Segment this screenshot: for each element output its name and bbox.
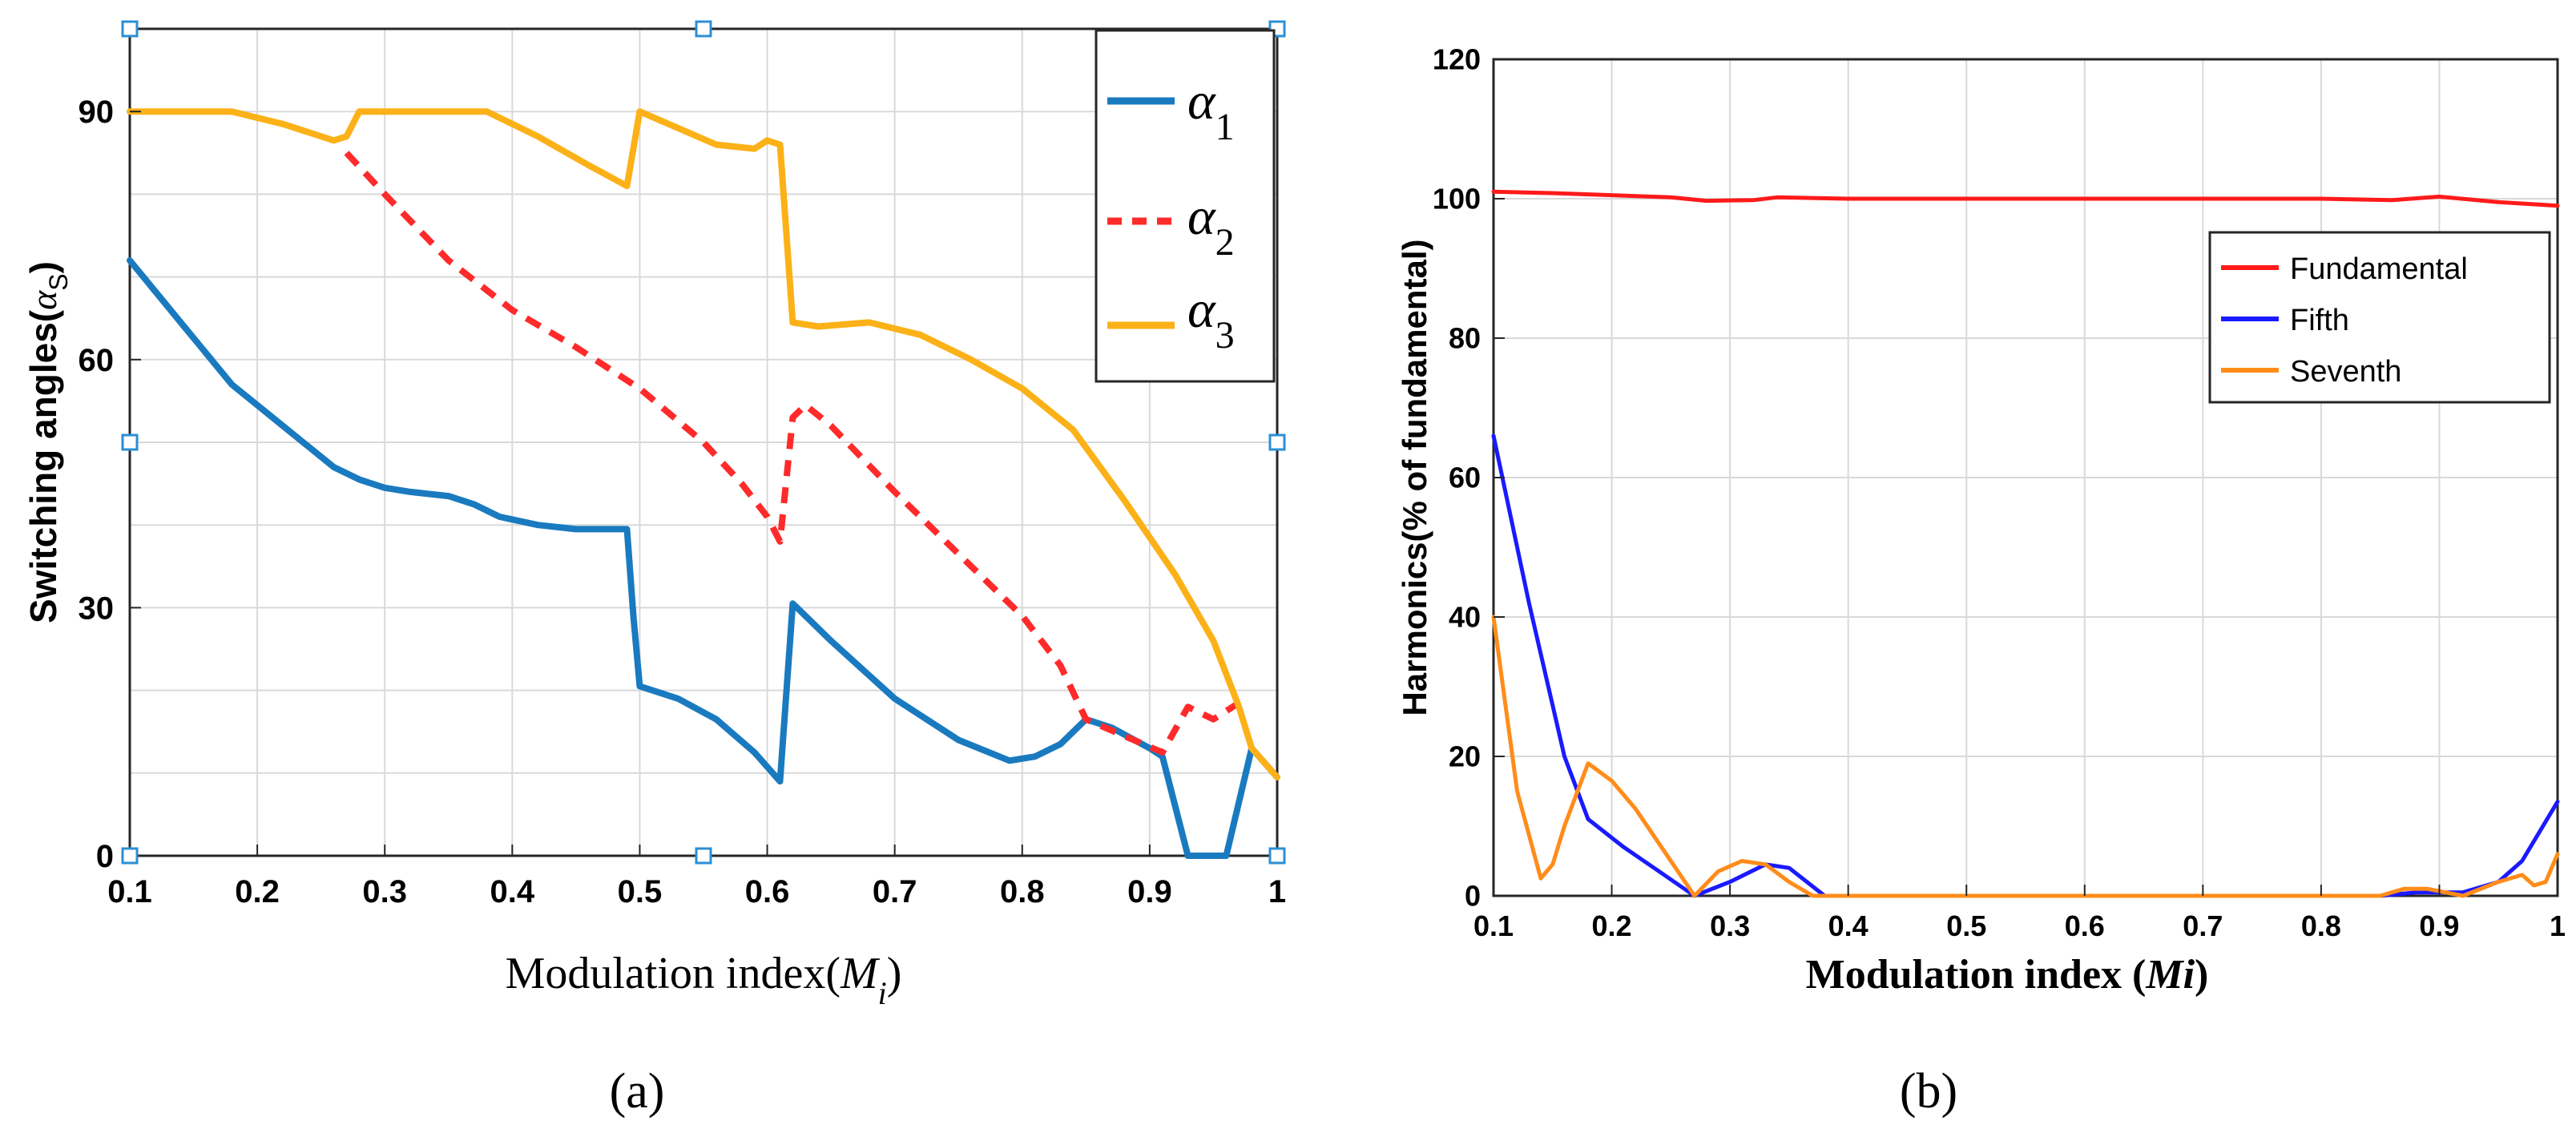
handle — [121, 20, 139, 38]
x-tick-label: 0.4 — [1828, 909, 1869, 942]
panel-a: 0.1 0.2 0.3 0.4 0.5 0.6 0.7 0.8 0.9 1 0 30 60 90 α1 … — [22, 20, 1286, 1119]
x-tick-label: 0.6 — [745, 874, 790, 909]
y-tick-label: 100 — [1433, 183, 1481, 216]
grid-b — [1494, 59, 2558, 896]
x-ticks-b: 0.1 0.2 0.3 0.4 0.5 0.6 0.7 0.8 0.9 1 — [1473, 885, 2566, 942]
y-ticks-a: 0 30 60 90 — [79, 95, 141, 874]
x-tick-label: 0.7 — [2183, 909, 2223, 942]
handle — [121, 433, 139, 451]
x-tick-label: 0.1 — [1473, 909, 1514, 942]
handle — [695, 847, 712, 865]
x-tick-label: 0.8 — [1000, 874, 1045, 909]
x-tick-label: 0.2 — [235, 874, 280, 909]
series-line-seventh — [1491, 615, 2560, 898]
x-tick-label: 0.9 — [1127, 874, 1172, 909]
y-ticks-b: 0 20 40 60 80 100 120 — [1433, 43, 1505, 913]
x-tick-label: 1 — [2550, 909, 2566, 942]
x-tick-label: 0.3 — [1710, 909, 1750, 942]
series-line-fundamental — [1491, 189, 2560, 208]
panel-b: 0.1 0.2 0.3 0.4 0.5 0.6 0.7 0.8 0.9 1 0 20 40 60 80 10… — [1396, 43, 2566, 1119]
y-tick-label: 20 — [1449, 740, 1481, 773]
x-tick-label: 0.9 — [2419, 909, 2459, 942]
legend-label-alpha2: α2 — [1187, 187, 1235, 264]
x-tick-label: 0.1 — [107, 874, 152, 909]
x-tick-label: 0.3 — [362, 874, 407, 909]
y-tick-label: 40 — [1449, 601, 1481, 634]
x-tick-label: 0.5 — [618, 874, 663, 909]
x-tick-label: 1 — [1268, 874, 1286, 909]
legend-box-a — [1094, 29, 1276, 383]
x-tick-label: 0.8 — [2301, 909, 2341, 942]
legend-label-seventh: Seventh — [2290, 355, 2401, 389]
x-axis-label-a: Modulation index(Mi) — [506, 949, 902, 1011]
legend-label-alpha1: α1 — [1187, 72, 1235, 148]
series-line-1 — [127, 257, 1280, 859]
y-tick-label: 60 — [79, 343, 115, 378]
legend-b: Fundamental Fifth Seventh — [2208, 231, 2551, 404]
x-axis-label-b: Modulation index (Mi) — [1806, 952, 2209, 998]
panel-label-b: (b) — [1900, 1064, 1957, 1119]
y-tick-label: 30 — [79, 591, 115, 626]
y-tick-label: 0 — [96, 839, 114, 874]
x-tick-label: 0.4 — [490, 874, 535, 909]
y-tick-label: 90 — [79, 95, 115, 130]
handle — [1268, 433, 1286, 451]
series-line-2 — [344, 151, 1241, 756]
legend-a: α1 α2 α3 — [1094, 29, 1276, 383]
x-tick-label: 0.7 — [873, 874, 917, 909]
legend-label-fundamental: Fundamental — [2290, 252, 2468, 286]
x-tick-label: 0.6 — [2065, 909, 2105, 942]
handle — [695, 20, 712, 38]
series-line-fifth — [1491, 433, 2560, 898]
y-axis-label-a: Switching angles(αS) — [22, 261, 73, 623]
x-tick-label: 0.2 — [1592, 909, 1632, 942]
y-tick-label: 120 — [1433, 43, 1481, 76]
legend-label-fifth: Fifth — [2290, 304, 2349, 337]
x-tick-label: 0.5 — [1946, 909, 1986, 942]
handle — [1268, 847, 1286, 865]
selection-handles-a — [121, 20, 1286, 865]
x-ticks-a: 0.1 0.2 0.3 0.4 0.5 0.6 0.7 0.8 0.9 1 — [107, 845, 1286, 909]
series-line-3 — [127, 108, 1280, 780]
panel-label-a: (a) — [610, 1064, 665, 1119]
y-tick-label: 0 — [1465, 880, 1481, 913]
y-tick-label: 80 — [1449, 322, 1481, 355]
legend-label-alpha3: α3 — [1187, 280, 1235, 357]
y-tick-label: 60 — [1449, 462, 1481, 494]
series-b — [1491, 189, 2560, 898]
grid-a — [130, 29, 1277, 856]
series-a — [127, 108, 1280, 859]
y-axis-label-b: Harmonics(% of fundamental) — [1396, 239, 1433, 716]
handle — [121, 847, 139, 865]
